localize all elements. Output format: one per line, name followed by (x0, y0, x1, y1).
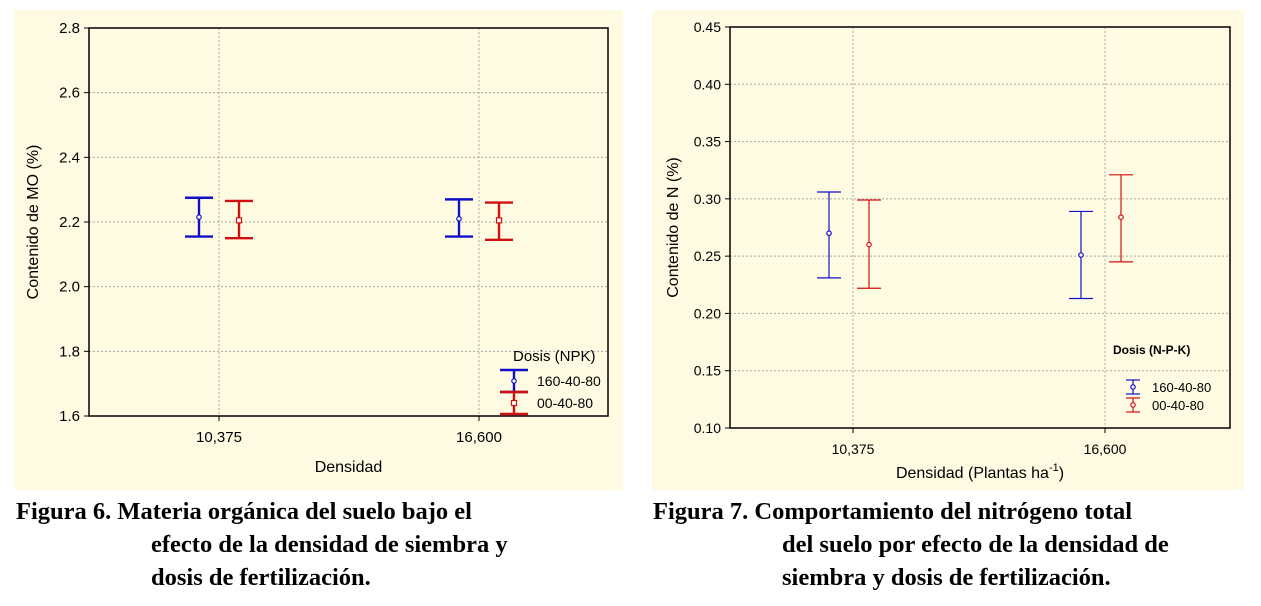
x-axis-title: Densidad (315, 459, 383, 476)
y-tick-label: 2.2 (59, 214, 80, 231)
chart-panel-mo: 1.6 1.8 2.0 2.2 2.4 2.6 2.8 10,375 16,600 Densida… (14, 10, 623, 490)
x-axis-title-superscript: -1 (1049, 462, 1059, 474)
y-tick-label: 1.8 (59, 343, 80, 360)
plot-frame (729, 26, 1231, 429)
mean-marker-00-40-80 (1118, 214, 1124, 220)
legend-label: 00-40-80 (537, 395, 593, 411)
figure-7-caption: Figura 7. Comportamiento del nitrógeno t… (653, 495, 1169, 594)
mean-marker-00-40-80 (866, 241, 872, 248)
y-tick-label: 2.8 (59, 20, 80, 37)
caption-line: Figura 6. Materia orgánica del suelo baj… (16, 498, 472, 525)
x-axis-title-text: Densidad (315, 459, 383, 476)
mean-marker-160-40-80 (1078, 252, 1084, 258)
y-tick-label: 0.15 (694, 363, 721, 379)
caption-line: efecto de la densidad de siembra y (151, 531, 508, 558)
legend-swatch-marker (510, 399, 518, 407)
chart-panel-n: 0.10 0.15 0.20 0.25 0.30 0.35 0.40 0.45 10,375 16… (652, 10, 1244, 490)
caption-line: del suelo por efecto de la densidad de (782, 531, 1169, 558)
legend-title: Dosis (NPK) (513, 348, 596, 365)
y-tick-label: 2.0 (59, 279, 80, 296)
x-tick-label: 10,375 (196, 429, 242, 446)
y-tick-label: 0.35 (694, 134, 721, 150)
y-axis-title: Contenido de N (%) (665, 157, 682, 298)
y-tick-label: 2.4 (59, 149, 80, 166)
legend-swatch-marker (1130, 402, 1136, 408)
x-axis-title-text: Densidad (Plantas ha (896, 465, 1049, 482)
y-tick-label: 0.40 (694, 76, 721, 92)
y-tick-label: 0.45 (694, 19, 721, 35)
x-axis-title: Densidad (Plantas ha-1) (896, 462, 1064, 482)
mean-marker-00-40-80 (235, 217, 243, 224)
legend-title: Dosis (N-P-K) (1113, 343, 1190, 357)
x-axis-title-end: ) (1059, 465, 1064, 482)
caption-line: dosis de fertilización. (151, 564, 371, 591)
chart-n-svg: 0.10 0.15 0.20 0.25 0.30 0.35 0.40 0.45 10,375 16… (665, 19, 1231, 482)
y-tick-label: 0.30 (694, 191, 721, 207)
x-tick-label: 16,600 (456, 429, 502, 446)
y-tick-label: 2.6 (59, 85, 80, 102)
y-tick-label: 0.10 (694, 420, 721, 436)
legend-swatch-marker (1130, 384, 1136, 390)
x-tick-label: 10,375 (832, 441, 875, 457)
mean-marker-160-40-80 (826, 230, 832, 237)
chart-mo-svg: 1.6 1.8 2.0 2.2 2.4 2.6 2.8 10,375 16,600 Densida… (25, 20, 609, 476)
figure-6-caption: Figura 6. Materia orgánica del suelo baj… (16, 495, 508, 594)
y-tick-label: 0.25 (694, 248, 721, 264)
y-tick-label: 0.20 (694, 305, 721, 321)
legend-swatch-marker (511, 378, 517, 384)
y-tick-label: 1.6 (59, 408, 80, 425)
caption-line: Figura 7. Comportamiento del nitrógeno t… (653, 498, 1133, 525)
legend-label: 00-40-80 (1152, 398, 1204, 413)
mean-marker-00-40-80 (495, 217, 503, 224)
mean-marker-160-40-80 (456, 215, 462, 222)
legend-label: 160-40-80 (537, 373, 601, 389)
legend-label: 160-40-80 (1152, 380, 1211, 395)
mean-marker-160-40-80 (196, 214, 202, 220)
y-axis-title: Contenido de MO (%) (25, 145, 42, 300)
x-tick-label: 16,600 (1084, 441, 1127, 457)
caption-line: siembra y dosis de fertilización. (782, 564, 1111, 591)
